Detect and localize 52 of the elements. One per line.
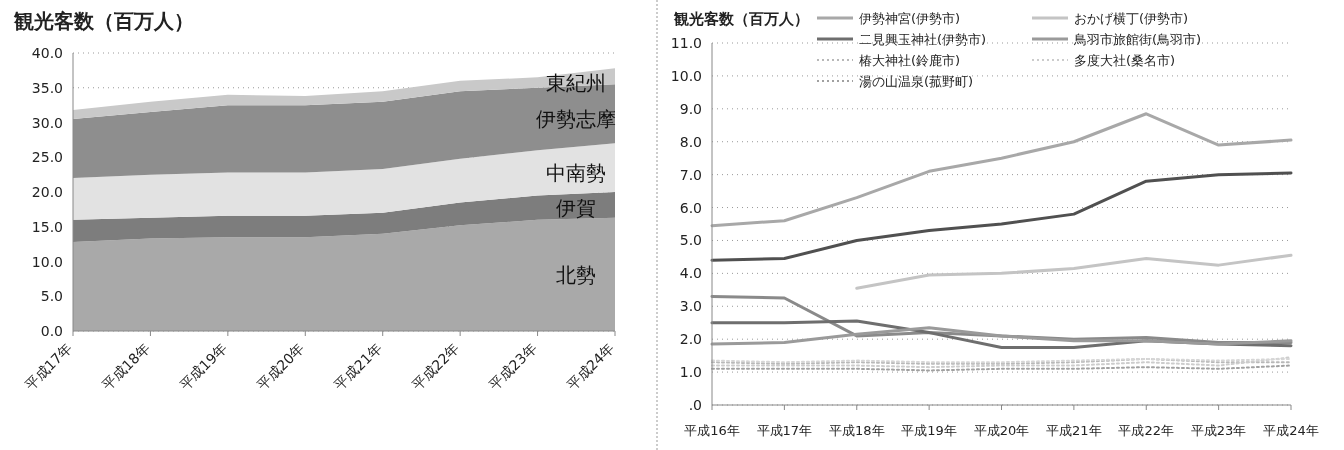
chart-title: 観光客数（百万人）	[673, 10, 809, 28]
legend-label: 多度大社(桑名市)	[1074, 53, 1176, 68]
x-tick-label: 平成24年	[1263, 423, 1319, 438]
series-label: 伊勢志摩	[536, 107, 617, 132]
y-tick-label: 1.0	[679, 364, 702, 381]
y-tick-label: 7.0	[679, 166, 702, 183]
y-tick-label: 8.0	[679, 133, 702, 150]
x-tick-label: 平成18年	[98, 339, 153, 394]
y-tick-label: 6.0	[679, 199, 702, 216]
x-tick-label: 平成19年	[176, 339, 230, 394]
series-label: 中南勢	[546, 160, 607, 185]
x-tick-label: 平成17年	[21, 339, 76, 394]
y-tick-label: 9.0	[679, 100, 702, 117]
legend-label: 鳥羽市旅館街(鳥羽市)	[1073, 32, 1202, 47]
x-tick-label: 平成20年	[973, 423, 1030, 438]
y-tick-label: 20.0	[31, 184, 63, 200]
x-tick-label: 平成17年	[756, 423, 813, 438]
legend-label: 二見興玉神社(伊勢市)	[859, 32, 987, 47]
y-tick-label: 4.0	[679, 265, 702, 282]
legend-label: 椿大神社(鈴鹿市)	[859, 53, 961, 68]
x-tick-label: 平成21年	[331, 339, 385, 394]
x-tick-label: 平成20年	[253, 339, 308, 394]
y-tick-label: 25.0	[31, 149, 63, 166]
legend-label: 伊勢神宮(伊勢市)	[859, 11, 961, 26]
series-label: 伊賀	[556, 195, 597, 220]
legend-label: 湯の山温泉(菰野町)	[859, 74, 974, 89]
y-tick-label: 40.0	[31, 45, 63, 61]
y-tick-label: 30.0	[31, 114, 63, 131]
y-tick-label: 10.0	[31, 253, 63, 270]
x-tick-label: 平成22年	[1118, 423, 1175, 438]
y-tick-label: 11.0	[670, 35, 702, 51]
x-tick-label: 平成16年	[684, 423, 740, 438]
y-tick-label: 15.0	[31, 218, 63, 235]
x-tick-label: 平成21年	[1046, 423, 1102, 438]
x-tick-label: 平成24年	[563, 339, 618, 394]
x-tick-label: 平成22年	[408, 339, 463, 394]
y-tick-label: 2.0	[679, 331, 702, 348]
y-tick-label: 3.0	[679, 298, 702, 315]
chart-title: 観光客数（百万人）	[13, 9, 194, 33]
y-tick-label: 10.0	[670, 67, 702, 84]
series-label: 東紀州	[546, 70, 607, 95]
x-tick-label: 平成18年	[828, 423, 885, 438]
y-tick-label: 5.0	[679, 232, 702, 249]
y-tick-label: 0.0	[40, 323, 63, 339]
x-tick-label: 平成23年	[1190, 423, 1247, 438]
y-tick-label: 5.0	[40, 288, 63, 305]
x-tick-label: 平成23年	[486, 339, 540, 394]
legend-label: おかげ横丁(伊勢市)	[1074, 11, 1189, 26]
series-label: 北勢	[556, 263, 597, 288]
x-tick-label: 平成19年	[901, 423, 957, 438]
y-tick-label: .0	[688, 397, 702, 413]
y-tick-label: 35.0	[31, 79, 63, 96]
